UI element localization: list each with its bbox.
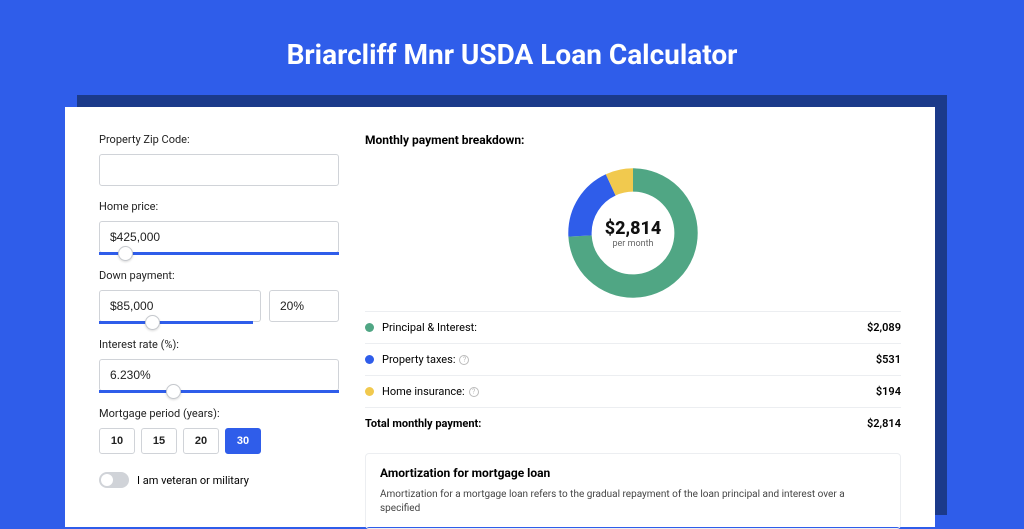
donut-chart: $2,814 per month [563, 163, 703, 303]
legend-dot-tax [365, 355, 374, 364]
page-title: Briarcliff Mnr USDA Loan Calculator [0, 0, 1024, 95]
legend-label-total: Total monthly payment: [365, 417, 867, 430]
legend-label-ins: Home insurance: ? [382, 385, 876, 398]
period-btn-10[interactable]: 10 [99, 428, 135, 454]
down-payment-slider-thumb[interactable] [145, 315, 160, 330]
legend-label-tax: Property taxes: ? [382, 353, 876, 366]
legend-dot-ins [365, 387, 374, 396]
period-btn-15[interactable]: 15 [141, 428, 177, 454]
legend-val-pi: $2,089 [867, 321, 901, 334]
interest-rate-slider-thumb[interactable] [166, 384, 181, 399]
amortization-title: Amortization for mortgage loan [380, 466, 886, 480]
home-price-slider[interactable] [99, 252, 339, 255]
down-payment-label: Down payment: [99, 269, 339, 282]
legend-val-tax: $531 [876, 353, 901, 366]
mortgage-period-label: Mortgage period (years): [99, 407, 339, 420]
card-shadow: Property Zip Code: Home price: Down paym… [77, 95, 947, 515]
donut-amount: $2,814 [605, 218, 662, 239]
breakdown-panel: Monthly payment breakdown: $2,814 per mo… [365, 133, 901, 501]
legend-row-pi: Principal & Interest: $2,089 [365, 311, 901, 343]
legend-row-tax: Property taxes: ? $531 [365, 343, 901, 375]
down-payment-slider[interactable] [99, 321, 253, 324]
mortgage-period-group: Mortgage period (years): 10 15 20 30 [99, 407, 339, 454]
period-btn-30[interactable]: 30 [225, 428, 261, 454]
breakdown-title: Monthly payment breakdown: [365, 133, 901, 147]
donut-wrap: $2,814 per month [365, 151, 901, 311]
home-price-label: Home price: [99, 200, 339, 213]
home-price-input[interactable] [99, 221, 339, 253]
donut-sub: per month [612, 239, 653, 249]
home-price-slider-thumb[interactable] [118, 246, 133, 261]
calculator-card: Property Zip Code: Home price: Down paym… [65, 107, 935, 527]
legend-row-ins: Home insurance: ? $194 [365, 375, 901, 407]
period-btn-20[interactable]: 20 [183, 428, 219, 454]
veteran-toggle-row: I am veteran or military [99, 472, 339, 488]
amortization-box: Amortization for mortgage loan Amortizat… [365, 453, 901, 529]
legend-label-pi: Principal & Interest: [382, 321, 867, 334]
mortgage-period-options: 10 15 20 30 [99, 428, 339, 454]
interest-rate-label: Interest rate (%): [99, 338, 339, 351]
legend-val-total: $2,814 [867, 417, 901, 430]
info-icon[interactable]: ? [469, 387, 479, 397]
legend-val-ins: $194 [876, 385, 901, 398]
down-payment-amount-input[interactable] [99, 290, 261, 322]
zip-group: Property Zip Code: [99, 133, 339, 186]
form-panel: Property Zip Code: Home price: Down paym… [99, 133, 339, 501]
veteran-toggle-label: I am veteran or military [137, 474, 249, 487]
donut-center: $2,814 per month [563, 163, 703, 303]
legend-row-total: Total monthly payment: $2,814 [365, 407, 901, 439]
home-price-group: Home price: [99, 200, 339, 255]
legend-dot-pi [365, 323, 374, 332]
down-payment-group: Down payment: [99, 269, 339, 324]
interest-rate-input[interactable] [99, 359, 339, 391]
interest-rate-slider[interactable] [99, 390, 339, 393]
zip-input[interactable] [99, 154, 339, 186]
veteran-toggle[interactable] [99, 472, 129, 488]
interest-rate-group: Interest rate (%): [99, 338, 339, 393]
zip-label: Property Zip Code: [99, 133, 339, 146]
down-payment-percent-input[interactable] [269, 290, 339, 322]
info-icon[interactable]: ? [459, 355, 469, 365]
